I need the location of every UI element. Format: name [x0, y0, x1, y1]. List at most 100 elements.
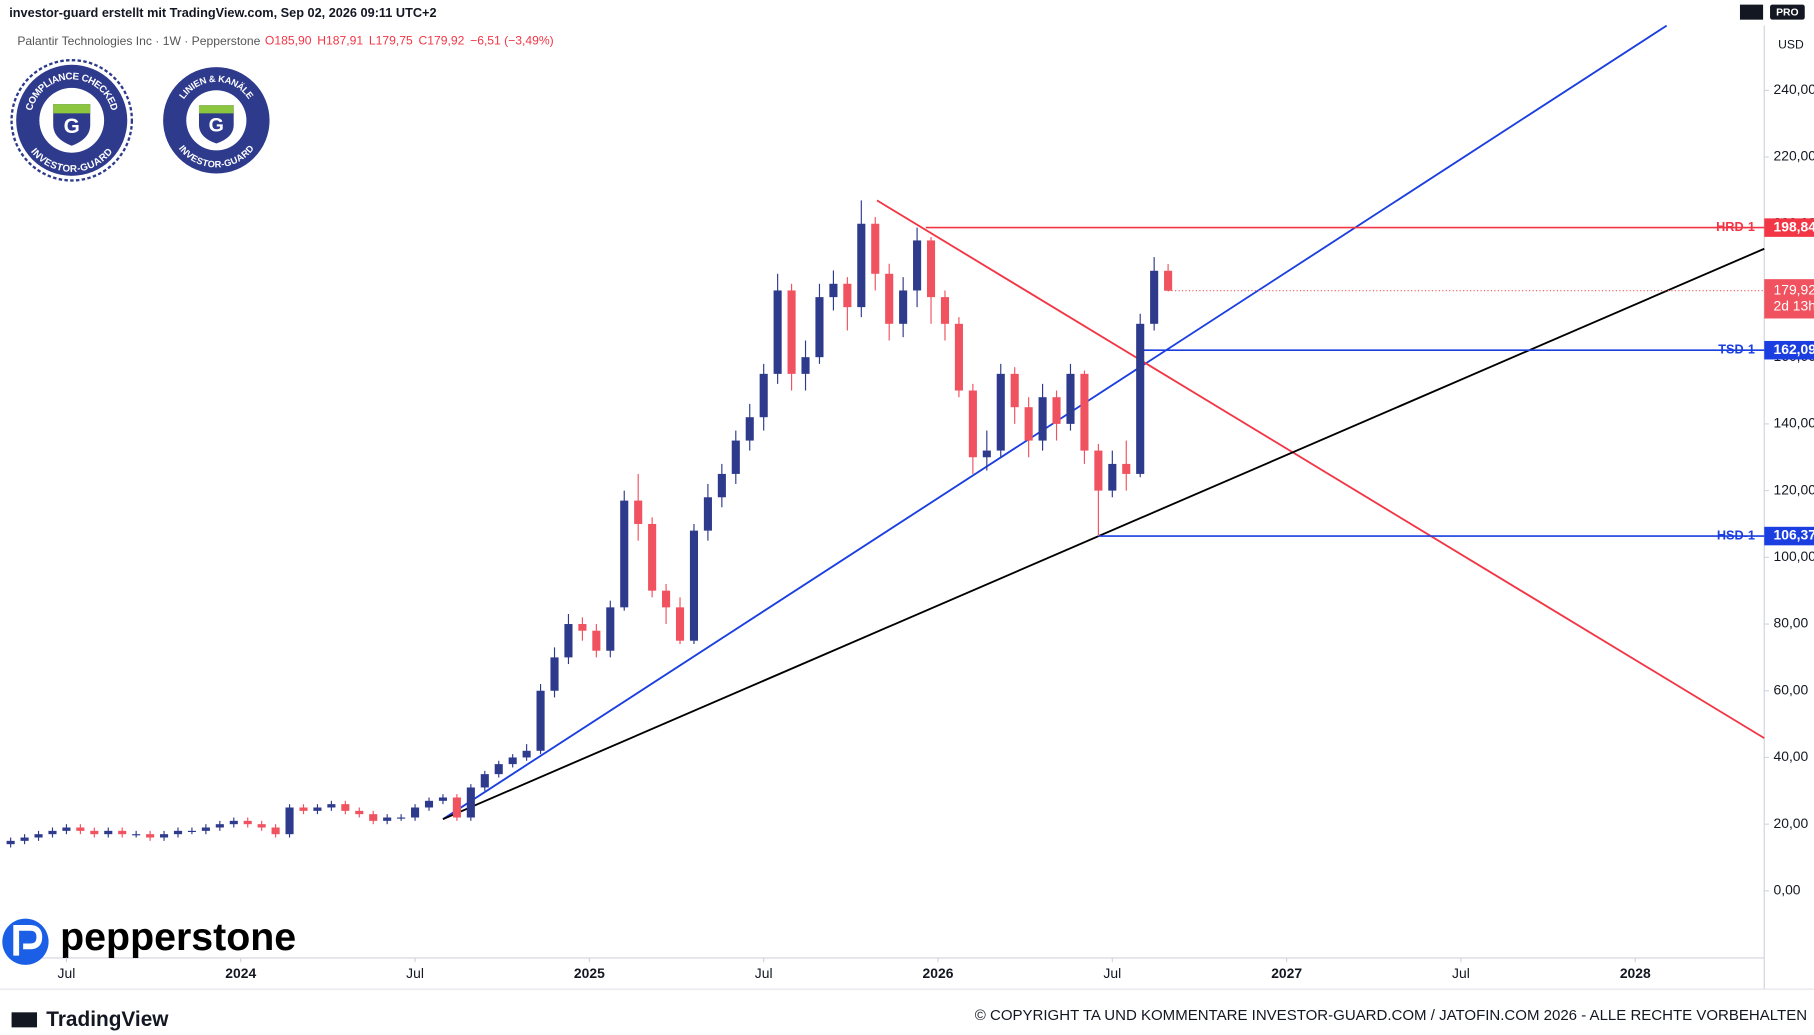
candle-body [271, 827, 280, 835]
level-value: 106,37 [1774, 527, 1814, 543]
candle-body [159, 834, 169, 838]
candle-body [90, 830, 99, 835]
ohlc-item: O185,90 [265, 34, 312, 48]
ohlc-item: −6,51 (−3,49%) [470, 34, 554, 48]
ohlc: O185,90 H187,91 L179,75 C179,92 −6,51 (−3,49… [265, 34, 554, 48]
candle-body [899, 290, 908, 324]
candle-body [369, 814, 378, 821]
candle-body [550, 657, 559, 691]
candle-body [1094, 450, 1103, 491]
level-tag [1764, 218, 1814, 237]
credit: investor-guard erstellt mit TradingView.… [9, 5, 436, 20]
candle-body [494, 764, 503, 775]
x-tick-label: Jul [1452, 965, 1470, 981]
candle-body [76, 827, 85, 831]
candle-body [717, 473, 726, 498]
candle-body [104, 830, 113, 835]
candle-body [536, 690, 545, 751]
candle-body [982, 450, 991, 458]
candle-body [201, 827, 210, 831]
candle-body [257, 824, 266, 828]
candle-body [787, 290, 796, 374]
candle-body [1164, 270, 1173, 291]
candle-body [1066, 373, 1075, 424]
candle-body [6, 840, 15, 845]
y-tick-label: 140,00 [1774, 415, 1814, 431]
candle-body [926, 240, 936, 298]
level-name: HSD-1 [1717, 527, 1755, 542]
badge-2-letter: G [209, 114, 224, 136]
candle-body [327, 804, 336, 808]
candle-body [466, 787, 475, 818]
pro-badge [1770, 4, 1805, 20]
x-tick-label: Jul [406, 965, 424, 981]
footer-brand: TradingView [46, 1008, 169, 1031]
ohlc-item: C179,92 [418, 34, 464, 48]
trendline [442, 247, 1765, 821]
candle-body [815, 297, 824, 358]
y-tick-label: 80,00 [1774, 615, 1809, 631]
last-price-tag [1764, 279, 1814, 319]
candle-body [745, 417, 754, 441]
badge-2-shield [198, 105, 234, 144]
candle-body [801, 357, 810, 374]
candle-body [299, 807, 308, 811]
candle-body [871, 223, 880, 274]
pro-text: PRO [1776, 7, 1799, 18]
candle-body [215, 824, 224, 828]
trendline [876, 199, 1765, 739]
candle-body [411, 807, 420, 818]
candle-body [173, 830, 183, 835]
candle-body [452, 797, 461, 818]
countdown: 2d 13h [1774, 298, 1814, 314]
x-tick-label: Jul [58, 965, 76, 981]
candle-body [20, 837, 29, 841]
candle-body [675, 607, 685, 641]
candle-body [34, 834, 43, 838]
candle-body [564, 624, 573, 658]
symbol: Palantir Technologies Inc · 1W · Peppers… [17, 34, 260, 48]
x-tick-label: 2024 [225, 965, 256, 981]
candle-body [285, 807, 294, 835]
x-tick-label: 2026 [923, 965, 954, 981]
candle-body [480, 774, 489, 788]
candle-body [634, 500, 643, 524]
candle-body [662, 590, 671, 608]
candle-body [829, 283, 838, 298]
candle-body [229, 820, 238, 825]
x-tick-label: 2025 [574, 965, 605, 981]
ohlc-item: L179,75 [369, 34, 413, 48]
candle-body [1150, 270, 1159, 324]
x-tick-label: 2028 [1620, 965, 1651, 981]
candle-body [341, 804, 350, 811]
candle-body [146, 834, 155, 838]
candle-body [508, 757, 517, 765]
y-tick-label: 20,00 [1774, 815, 1809, 831]
candle-body [118, 830, 127, 835]
candle-body [48, 830, 57, 835]
x-tick-label: Jul [1103, 965, 1121, 981]
candle-body [606, 607, 615, 651]
level-value: 162,09 [1774, 341, 1814, 357]
candle-body [968, 390, 977, 458]
candle-body [1038, 397, 1047, 441]
candle-body [1024, 407, 1033, 441]
badge-1-letter: G [64, 115, 80, 138]
candle-body [1010, 373, 1019, 408]
x-tick-label: 2027 [1271, 965, 1302, 981]
level-tag [1764, 340, 1814, 360]
badge-2-shield-top [198, 105, 234, 114]
candle-body [383, 817, 392, 821]
candle-body [648, 523, 657, 591]
broker: pepperstone [60, 915, 296, 959]
candle-body [438, 797, 447, 801]
ohlc-item: H187,91 [317, 34, 363, 48]
candle-body [703, 497, 712, 531]
candle-body [243, 820, 252, 825]
candle-body [689, 530, 699, 641]
candle-body [355, 810, 364, 815]
candle-body [913, 240, 922, 291]
level-name: HRD-1 [1716, 219, 1755, 234]
candle-body [62, 827, 71, 831]
